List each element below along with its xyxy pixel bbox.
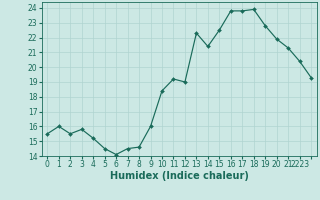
X-axis label: Humidex (Indice chaleur): Humidex (Indice chaleur) [110, 171, 249, 181]
